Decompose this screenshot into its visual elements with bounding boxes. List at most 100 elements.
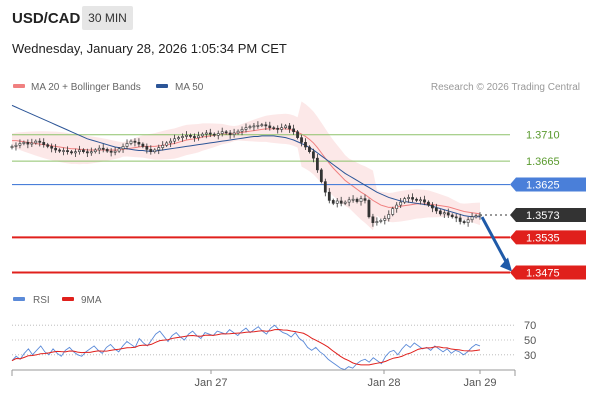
- instrument-label: USD/CAD: [12, 10, 81, 27]
- candle: [438, 209, 442, 216]
- candle: [70, 149, 73, 155]
- level-label: 1.3535: [526, 232, 560, 244]
- level-label: 1.3665: [526, 156, 560, 168]
- candle: [85, 148, 89, 157]
- time-axis: Jan 27 Jan 28 Jan 29: [11, 369, 516, 389]
- candle: [411, 193, 414, 203]
- candle: [220, 127, 224, 137]
- level-tag: [510, 208, 586, 223]
- candle: [284, 124, 288, 130]
- candle: [169, 138, 173, 148]
- candle: [276, 125, 280, 134]
- candle: [197, 131, 200, 141]
- candle: [66, 146, 69, 155]
- candle: [200, 132, 204, 138]
- rsi-tick-label: 70: [524, 320, 536, 332]
- candle: [50, 143, 54, 153]
- candle: [38, 138, 42, 147]
- candle: [462, 219, 466, 225]
- candle: [419, 196, 422, 205]
- candle: [62, 147, 65, 156]
- candle: [466, 216, 470, 227]
- timeframe-button[interactable]: 30 MIN: [82, 6, 133, 30]
- rsi-tick-label: 30: [524, 350, 536, 362]
- candle: [208, 128, 212, 138]
- candle: [300, 134, 303, 147]
- candle: [323, 178, 327, 197]
- candle: [347, 196, 351, 207]
- legend-label-ma50: MA 50: [175, 82, 204, 93]
- candle: [153, 148, 157, 154]
- candle: [189, 133, 192, 139]
- candle: [379, 218, 383, 224]
- candle: [367, 198, 371, 219]
- candle: [446, 208, 450, 218]
- candle: [252, 122, 256, 131]
- candle: [34, 139, 38, 145]
- level-label: 1.3475: [526, 268, 560, 280]
- candle: [474, 213, 478, 219]
- ma50-series: [11, 104, 480, 218]
- candle: [355, 197, 359, 204]
- rsi-9ma-line: [11, 328, 481, 366]
- candle: [327, 188, 331, 204]
- candle: [240, 126, 244, 136]
- candle: [97, 145, 101, 155]
- candle: [454, 213, 458, 223]
- candle: [30, 138, 34, 148]
- chart-credit: Research © 2026 Trading Central: [431, 82, 580, 93]
- candle: [228, 130, 232, 139]
- candle: [74, 148, 77, 157]
- candle: [26, 139, 30, 149]
- candle: [272, 125, 276, 131]
- legend-swatch-rsi: [13, 297, 25, 301]
- level-tag: [510, 265, 586, 280]
- candle: [423, 195, 426, 206]
- candle: [10, 144, 14, 150]
- candle: [395, 202, 399, 213]
- level-label: 1.3710: [526, 130, 560, 142]
- candle: [427, 200, 430, 207]
- chart-panel: [2, 36, 588, 396]
- candle: [113, 147, 117, 156]
- candle: [89, 147, 93, 156]
- forecast-line: [480, 216, 509, 265]
- candle: [478, 212, 482, 220]
- rsi-tick-label: 50: [524, 335, 536, 347]
- candle: [54, 144, 58, 153]
- chart-datetime: Wednesday, January 28, 2026 1:05:34 PM C…: [12, 41, 287, 56]
- candle: [431, 202, 434, 213]
- candle: [312, 148, 315, 163]
- candle: [391, 206, 395, 217]
- candle: [181, 133, 184, 142]
- candle: [363, 194, 367, 204]
- legend-label-rsi: RSI: [33, 295, 50, 306]
- candle: [212, 132, 216, 138]
- candle: [157, 144, 161, 155]
- candle: [232, 128, 236, 138]
- candle: [264, 121, 268, 131]
- candle: [256, 121, 260, 129]
- candle: [46, 142, 50, 149]
- level-tag: [510, 230, 586, 245]
- rsi-line: [11, 324, 481, 371]
- bollinger-band-area: [12, 101, 480, 231]
- candle: [288, 122, 292, 133]
- ma50-line: [11, 104, 480, 218]
- legend-label-9ma: 9MA: [81, 295, 102, 306]
- level-label: 1.3573: [526, 210, 560, 222]
- candle: [450, 213, 454, 219]
- candle: [442, 209, 446, 218]
- candle: [415, 197, 418, 203]
- candle: [387, 210, 391, 222]
- candle: [403, 196, 407, 204]
- rsi-legend: RSI 9MA: [13, 295, 102, 306]
- candle: [193, 133, 196, 142]
- candle: [260, 122, 264, 128]
- top-bar: USD/CAD 30 MIN: [0, 0, 590, 38]
- candle: [308, 145, 311, 154]
- candle: [458, 213, 462, 225]
- candle: [137, 138, 141, 148]
- candle: [81, 148, 85, 154]
- candle: [383, 215, 387, 225]
